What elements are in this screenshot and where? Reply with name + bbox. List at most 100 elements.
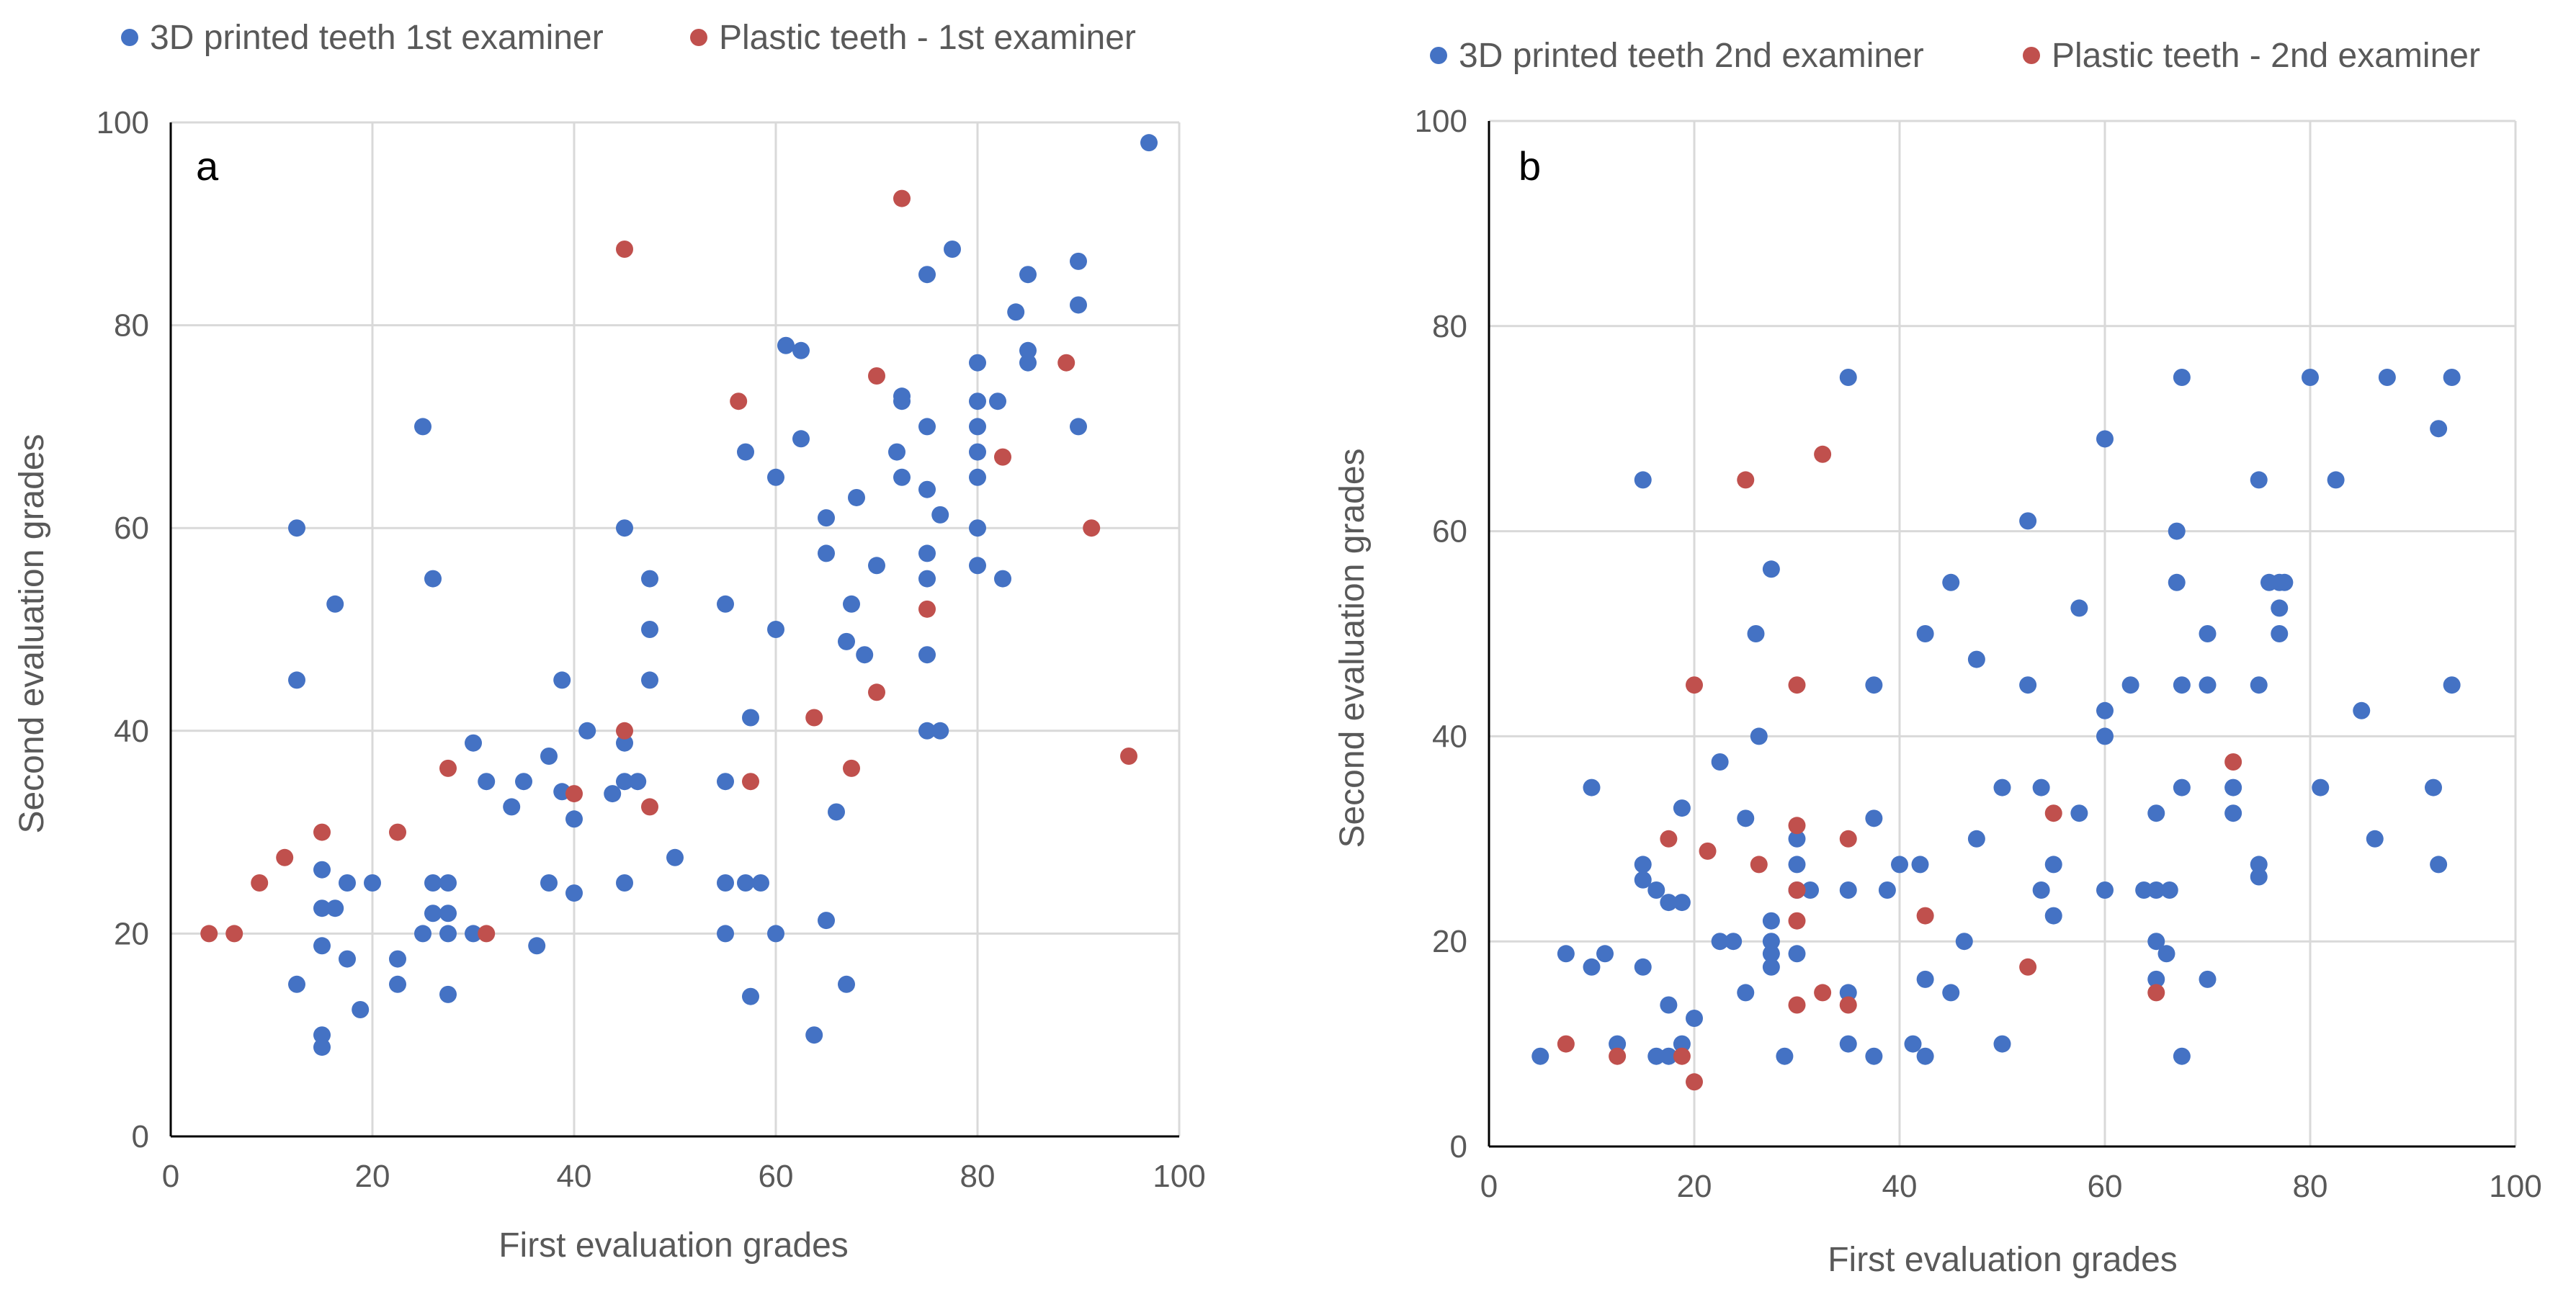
chart-b-point	[1609, 1035, 1627, 1053]
chart-a-x-tick-label: 60	[759, 1159, 794, 1194]
chart-a-point	[818, 544, 835, 562]
chart-a-point	[868, 557, 885, 575]
chart-b-point	[2199, 625, 2217, 642]
chart-b-point	[2019, 676, 2037, 694]
chart-b-point	[2302, 369, 2319, 386]
chart-b-point	[2135, 881, 2153, 899]
chart-b-point	[1788, 996, 1806, 1014]
chart-b-point	[1531, 1047, 1549, 1065]
chart-a-point	[1070, 296, 1087, 314]
chart-a-point	[730, 392, 748, 410]
chart-a-point	[478, 773, 496, 791]
chart-b-y-tick-label: 80	[1432, 309, 1467, 344]
chart-b-point	[2168, 522, 2186, 540]
chart-b-point	[2271, 625, 2289, 642]
legend-a-marker-blue	[121, 29, 138, 46]
chart-b-point	[2096, 701, 2114, 719]
chart-a-point	[918, 600, 936, 618]
chart-a-point	[313, 861, 331, 879]
chart-b-point	[1634, 958, 1652, 976]
chart-a-point	[439, 985, 457, 1003]
legend-b-marker-red	[2023, 47, 2040, 64]
chart-a-point	[465, 734, 482, 752]
chart-a-point	[540, 748, 558, 765]
chart-a-point	[616, 734, 633, 752]
chart-b-axes	[1488, 121, 2515, 1148]
chart-a-point	[717, 595, 734, 613]
chart-b-point	[2147, 933, 2165, 951]
chart-b-point	[2096, 881, 2114, 899]
chart-a-point	[641, 798, 658, 816]
chart-b-point	[2157, 945, 2175, 963]
chart-a-point	[818, 912, 835, 930]
chart-b-point	[1737, 809, 1755, 827]
chart-a-point	[918, 646, 936, 664]
chart-a-gridlines	[171, 121, 1181, 1136]
chart-b-point	[2173, 369, 2191, 386]
chart-a-y-axis-title: Second evaluation grades	[13, 434, 51, 833]
chart-a-point	[364, 874, 381, 892]
chart-a-point	[843, 595, 860, 613]
chart-a-point	[737, 874, 754, 892]
chart-a-point	[565, 884, 583, 902]
chart-a-point	[777, 336, 795, 354]
chart-a-point	[918, 266, 936, 284]
chart-a-point	[339, 874, 356, 892]
chart-a-point	[918, 480, 936, 498]
chart-a-point	[893, 468, 911, 486]
chart-b-point	[1699, 842, 1717, 860]
chart-a-point	[969, 557, 986, 575]
chart-b-tick-labels: 0 20 40 60 80 100 0 20 40 60 80 100	[1415, 104, 2542, 1204]
chart-b-point	[1955, 933, 1973, 951]
chart-a-point	[616, 519, 633, 537]
chart-b-point	[1725, 933, 1743, 951]
chart-b-gridlines	[1489, 120, 2517, 1146]
chart-b-point	[1747, 625, 1765, 642]
chart-a-point	[540, 874, 558, 892]
chart-b-point	[1711, 933, 1729, 951]
chart-b-point	[1557, 1035, 1575, 1053]
chart-b-point	[1634, 471, 1652, 489]
chart-a-point	[717, 874, 734, 892]
chart-a-y-tick-label: 80	[114, 308, 149, 344]
chart-a-point	[313, 937, 331, 955]
chart-b-point	[1916, 907, 1934, 925]
chart-b-panel-letter: b	[1519, 143, 1541, 189]
chart-a-point	[1083, 519, 1101, 537]
chart-a-point	[424, 874, 442, 892]
chart-a-point	[1019, 341, 1037, 359]
chart-a-x-tick-label: 40	[557, 1159, 592, 1194]
chart-b-point	[2070, 599, 2088, 617]
chart-b-point	[1583, 778, 1601, 796]
chart-b-y-tick-label: 20	[1432, 924, 1467, 959]
chart-b-point	[2096, 727, 2114, 745]
chart-a-point	[389, 975, 406, 993]
chart-b-points	[1531, 369, 2461, 1091]
chart-a-point	[616, 773, 633, 791]
chart-b-point	[2276, 573, 2294, 591]
chart-a-point	[528, 937, 546, 955]
chart-a-point	[856, 646, 874, 664]
chart-a-x-tick-label: 80	[960, 1159, 996, 1194]
chart-a-point	[326, 899, 344, 917]
chart-b-point	[2044, 856, 2062, 874]
chart-b-point	[1660, 1047, 1678, 1065]
chart-a-point	[1057, 354, 1075, 372]
legend-b-label-red: Plastic teeth - 2nd examiner	[2052, 37, 2480, 75]
chart-a-point	[616, 722, 633, 740]
chart-a-point	[641, 570, 658, 588]
chart-b-point	[1788, 676, 1806, 694]
chart-a-point	[944, 241, 961, 258]
chart-a-point	[969, 519, 986, 537]
chart-a-y-tick-label: 40	[114, 714, 149, 749]
chart-a-point	[1140, 134, 1158, 152]
chart-b-point	[2353, 701, 2371, 719]
chart-a-point	[989, 392, 1006, 410]
chart-b-point	[1911, 856, 1929, 874]
chart-b-point	[1891, 856, 1908, 874]
chart-a-point	[969, 468, 986, 486]
chart-b-point	[1916, 1047, 1934, 1065]
chart-b-point	[2224, 778, 2242, 796]
chart-b-point	[2032, 778, 2050, 796]
